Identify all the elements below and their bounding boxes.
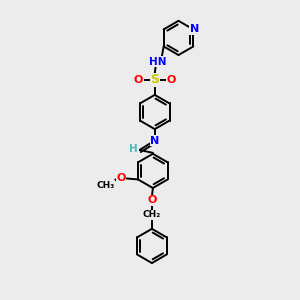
- Text: HN: HN: [149, 57, 166, 67]
- Text: O: O: [134, 75, 143, 85]
- Text: CH₂: CH₂: [143, 210, 161, 219]
- Text: N: N: [150, 136, 159, 146]
- Text: CH₃: CH₃: [97, 181, 115, 190]
- Text: N: N: [190, 24, 199, 34]
- Text: O: O: [116, 173, 126, 184]
- Text: S: S: [150, 73, 159, 86]
- Text: O: O: [147, 195, 157, 205]
- Text: H: H: [130, 144, 138, 154]
- Text: O: O: [166, 75, 176, 85]
